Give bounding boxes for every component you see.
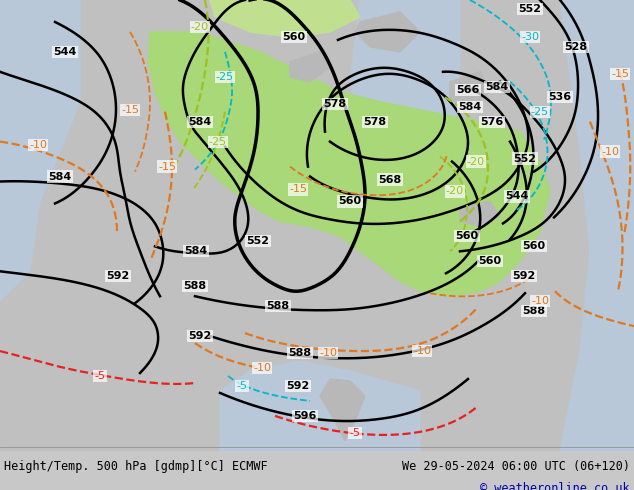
Polygon shape xyxy=(350,0,460,151)
Text: -10: -10 xyxy=(29,140,47,149)
Text: 528: 528 xyxy=(564,42,588,52)
Text: -10: -10 xyxy=(253,363,271,373)
Text: 596: 596 xyxy=(294,411,317,421)
Text: -5: -5 xyxy=(94,371,105,381)
Polygon shape xyxy=(460,201,500,226)
Polygon shape xyxy=(320,379,365,441)
Text: -10: -10 xyxy=(413,346,431,356)
Polygon shape xyxy=(560,0,634,451)
Text: -15: -15 xyxy=(611,69,629,79)
Text: -15: -15 xyxy=(121,105,139,115)
Polygon shape xyxy=(220,361,420,451)
Text: 592: 592 xyxy=(188,331,212,341)
Text: 560: 560 xyxy=(282,32,306,42)
Text: 544: 544 xyxy=(505,192,529,201)
Polygon shape xyxy=(148,32,550,296)
Text: 552: 552 xyxy=(519,4,541,14)
Text: 588: 588 xyxy=(183,281,207,291)
Text: 560: 560 xyxy=(339,196,361,206)
Text: 552: 552 xyxy=(514,153,536,164)
Text: 588: 588 xyxy=(266,301,290,311)
Text: -10: -10 xyxy=(319,348,337,358)
Text: -5: -5 xyxy=(236,381,247,391)
Text: -25: -25 xyxy=(216,72,234,82)
Text: 584: 584 xyxy=(48,172,72,181)
Text: Height/Temp. 500 hPa [gdmp][°C] ECMWF: Height/Temp. 500 hPa [gdmp][°C] ECMWF xyxy=(4,460,268,473)
Text: 568: 568 xyxy=(378,174,401,185)
Text: 536: 536 xyxy=(548,92,572,102)
Text: -25: -25 xyxy=(531,107,549,117)
Text: 578: 578 xyxy=(363,117,387,127)
Text: 560: 560 xyxy=(522,242,546,251)
Text: © weatheronline.co.uk: © weatheronline.co.uk xyxy=(481,482,630,490)
Text: 560: 560 xyxy=(455,231,479,242)
Text: 560: 560 xyxy=(479,256,501,266)
Text: 584: 584 xyxy=(188,117,212,127)
Text: 584: 584 xyxy=(486,82,508,92)
Text: 576: 576 xyxy=(481,117,503,127)
Polygon shape xyxy=(450,72,490,107)
Text: -5: -5 xyxy=(349,428,361,438)
Text: -15: -15 xyxy=(289,185,307,195)
Text: 584: 584 xyxy=(184,246,207,256)
Text: 544: 544 xyxy=(53,47,77,57)
Polygon shape xyxy=(355,12,420,52)
Text: 552: 552 xyxy=(247,236,269,246)
Text: 584: 584 xyxy=(458,102,482,112)
Text: 588: 588 xyxy=(522,306,546,316)
Text: 566: 566 xyxy=(456,85,480,95)
Text: We 29-05-2024 06:00 UTC (06+120): We 29-05-2024 06:00 UTC (06+120) xyxy=(402,460,630,473)
Text: 592: 592 xyxy=(287,381,309,391)
Text: 592: 592 xyxy=(512,271,536,281)
Text: 588: 588 xyxy=(288,348,311,358)
Text: -20: -20 xyxy=(191,22,209,32)
Polygon shape xyxy=(385,151,530,266)
Text: 578: 578 xyxy=(323,98,347,109)
Polygon shape xyxy=(0,0,80,301)
Text: -15: -15 xyxy=(158,162,176,172)
Text: 592: 592 xyxy=(107,271,129,281)
Text: -10: -10 xyxy=(601,147,619,157)
Text: -25: -25 xyxy=(209,137,227,147)
Text: -20: -20 xyxy=(446,187,464,196)
Text: -20: -20 xyxy=(467,157,485,167)
Text: -10: -10 xyxy=(531,296,549,306)
Polygon shape xyxy=(210,0,360,37)
Polygon shape xyxy=(290,52,330,82)
Text: -30: -30 xyxy=(521,32,539,42)
